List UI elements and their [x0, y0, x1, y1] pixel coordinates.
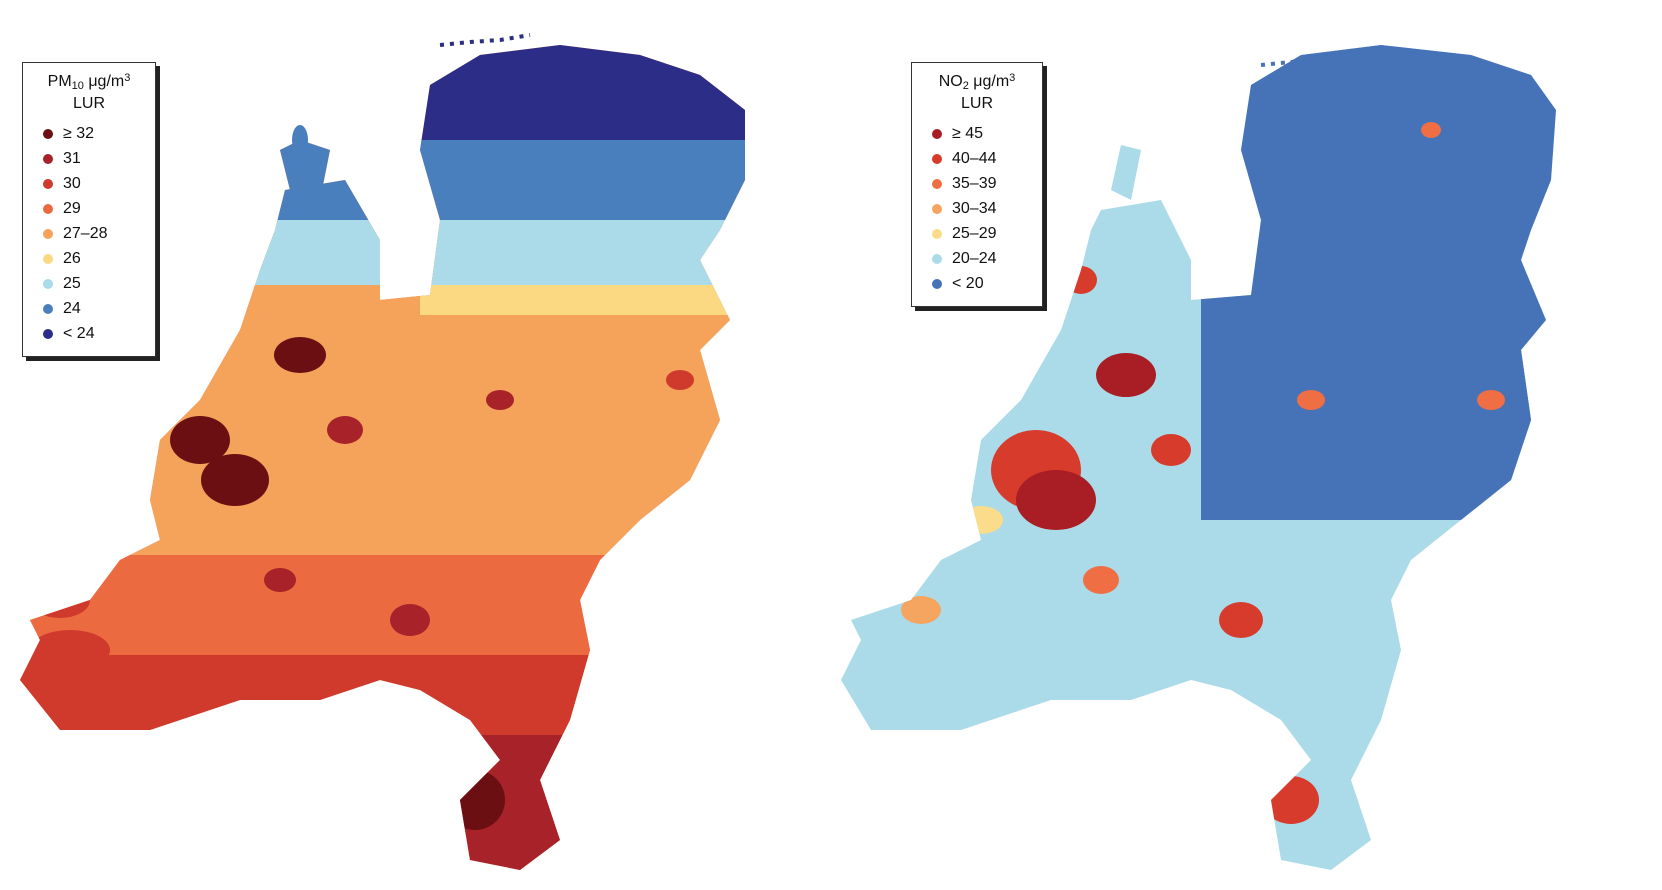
pm10-legend: PM10 μg/m3 LUR ≥ 32 31 30 29 27–28 26 25… — [22, 62, 156, 357]
no2-map — [841, 45, 1556, 870]
legend-item: 27–28 — [33, 221, 145, 246]
legend-item: 31 — [33, 146, 145, 171]
legend-item: 40–44 — [922, 146, 1032, 171]
legend-item: 24 — [33, 296, 145, 321]
legend-swatch — [43, 228, 53, 239]
legend-item: 29 — [33, 196, 145, 221]
legend-swatch — [932, 203, 942, 214]
legend-swatch — [43, 128, 53, 139]
legend-swatch — [932, 128, 942, 139]
no2-map-panel: NO2 μg/m3 LUR ≥ 45 40–44 35–39 30–34 25–… — [831, 0, 1662, 890]
no2-legend-items: ≥ 45 40–44 35–39 30–34 25–29 20–24 < 20 — [922, 121, 1032, 296]
legend-swatch — [932, 178, 942, 189]
legend-swatch — [43, 303, 53, 314]
legend-item: 20–24 — [922, 246, 1032, 271]
legend-swatch — [43, 203, 53, 214]
legend-swatch — [43, 178, 53, 189]
legend-swatch — [932, 278, 942, 289]
legend-item: 30–34 — [922, 196, 1032, 221]
no2-legend: NO2 μg/m3 LUR ≥ 45 40–44 35–39 30–34 25–… — [911, 62, 1043, 307]
legend-swatch — [43, 328, 53, 339]
legend-swatch — [932, 228, 942, 239]
legend-item: 30 — [33, 171, 145, 196]
pm10-legend-items: ≥ 32 31 30 29 27–28 26 25 24 < 24 — [33, 121, 145, 346]
legend-swatch — [43, 278, 53, 289]
no2-legend-title: NO2 μg/m3 LUR — [938, 72, 1016, 112]
legend-item: ≥ 32 — [33, 121, 145, 146]
legend-swatch — [932, 153, 942, 164]
legend-swatch — [43, 253, 53, 264]
legend-swatch — [43, 153, 53, 164]
legend-item: < 20 — [922, 271, 1032, 296]
pm10-map-panel: PM10 μg/m3 LUR ≥ 32 31 30 29 27–28 26 25… — [20, 33, 745, 870]
pm10-map — [20, 33, 745, 870]
legend-item: 25 — [33, 271, 145, 296]
legend-item: 26 — [33, 246, 145, 271]
legend-item: 35–39 — [922, 171, 1032, 196]
legend-swatch — [932, 253, 942, 264]
legend-item: 25–29 — [922, 221, 1032, 246]
legend-item: < 24 — [33, 321, 145, 346]
pm10-legend-title: PM10 μg/m3 LUR — [47, 72, 131, 112]
legend-item: ≥ 45 — [922, 121, 1032, 146]
